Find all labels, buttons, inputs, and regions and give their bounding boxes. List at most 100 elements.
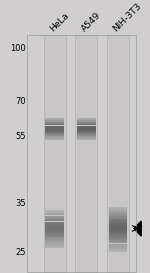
Bar	[109, 231, 127, 232]
FancyBboxPatch shape	[107, 35, 129, 272]
Bar	[77, 132, 96, 133]
Text: 35: 35	[15, 199, 26, 208]
Bar	[45, 225, 64, 227]
Bar	[109, 239, 127, 240]
Bar	[45, 126, 64, 127]
Bar	[109, 229, 127, 231]
Bar	[45, 240, 64, 241]
Bar	[45, 133, 64, 134]
Text: A549: A549	[80, 10, 103, 33]
Bar	[109, 226, 127, 228]
Bar	[45, 117, 64, 118]
Bar	[109, 235, 127, 237]
FancyBboxPatch shape	[75, 35, 98, 272]
Bar	[109, 237, 127, 239]
Bar	[45, 237, 64, 238]
Bar	[77, 129, 96, 130]
Bar	[109, 207, 127, 208]
Bar	[109, 249, 127, 250]
Bar	[109, 216, 127, 218]
Bar	[109, 223, 127, 225]
Bar	[109, 208, 127, 209]
Bar	[109, 219, 127, 220]
Bar	[77, 133, 96, 134]
Bar	[77, 121, 96, 122]
Bar	[109, 215, 127, 216]
Bar	[109, 218, 127, 219]
Bar	[77, 136, 96, 137]
Bar	[77, 130, 96, 131]
Bar	[45, 128, 64, 129]
Bar	[77, 124, 96, 125]
Bar	[77, 122, 96, 123]
Bar	[45, 121, 64, 122]
Bar	[109, 209, 127, 211]
Bar	[109, 245, 127, 247]
Bar	[45, 138, 64, 139]
Bar	[45, 125, 64, 126]
Bar	[45, 233, 64, 234]
Text: 25: 25	[15, 248, 26, 257]
Bar	[45, 219, 64, 220]
Bar	[45, 136, 64, 137]
Bar	[77, 120, 96, 121]
Polygon shape	[134, 221, 141, 236]
Bar	[45, 123, 64, 124]
Text: 100: 100	[10, 44, 26, 53]
Bar	[109, 212, 127, 213]
Bar	[45, 135, 64, 136]
Bar	[45, 223, 64, 224]
Bar	[45, 215, 64, 217]
Bar	[109, 211, 127, 212]
Bar	[77, 139, 96, 140]
Text: HeLa: HeLa	[48, 11, 71, 33]
Bar	[45, 229, 64, 230]
Bar	[109, 220, 127, 222]
Bar	[109, 240, 127, 242]
Bar	[45, 119, 64, 120]
Bar	[77, 117, 96, 118]
Bar	[45, 239, 64, 240]
Bar	[109, 234, 127, 235]
Bar	[109, 225, 127, 226]
Text: 55: 55	[15, 132, 26, 141]
Bar	[77, 137, 96, 138]
Bar	[45, 212, 64, 213]
Bar	[77, 123, 96, 124]
Bar	[45, 210, 64, 211]
Bar	[45, 220, 64, 221]
Bar	[45, 118, 64, 119]
Bar	[45, 130, 64, 131]
FancyBboxPatch shape	[44, 35, 66, 272]
Bar	[45, 131, 64, 132]
Bar	[45, 241, 64, 243]
Bar	[77, 118, 96, 119]
Bar	[77, 128, 96, 129]
Bar	[77, 138, 96, 139]
Bar	[109, 222, 127, 223]
Bar	[45, 214, 64, 215]
Bar	[109, 242, 127, 244]
Bar	[45, 247, 64, 248]
Bar	[77, 131, 96, 132]
Bar	[45, 132, 64, 133]
Bar	[77, 134, 96, 135]
Bar	[109, 250, 127, 252]
Bar	[45, 134, 64, 135]
Bar	[45, 124, 64, 125]
Bar	[77, 135, 96, 136]
Bar	[109, 228, 127, 229]
Bar	[45, 139, 64, 140]
Bar	[77, 125, 96, 126]
Bar	[45, 228, 64, 229]
Bar	[45, 224, 64, 225]
Text: NIH-3T3: NIH-3T3	[112, 1, 144, 33]
Bar	[109, 247, 127, 248]
Text: 70: 70	[15, 97, 26, 106]
Bar	[45, 243, 64, 244]
Bar	[45, 127, 64, 128]
Bar	[77, 119, 96, 120]
Bar	[45, 244, 64, 245]
Bar	[109, 244, 127, 245]
Bar	[45, 236, 64, 237]
